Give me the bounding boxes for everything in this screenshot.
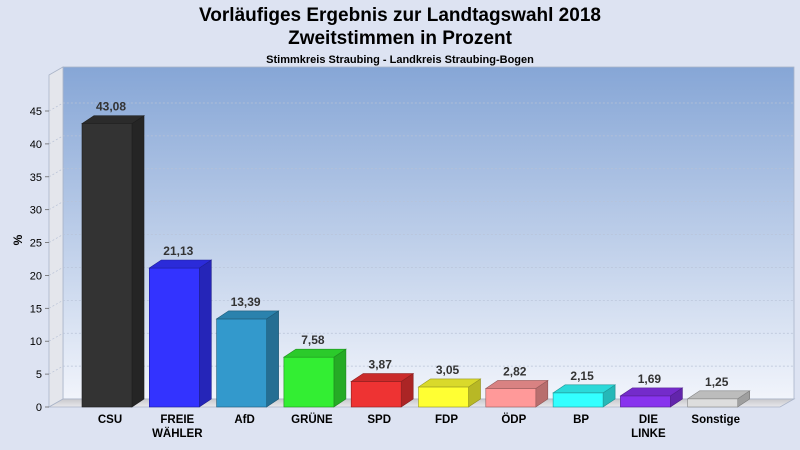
bar-side [131,115,145,408]
bar-front [216,318,267,408]
bar-top [552,384,617,394]
y-tick-label: 45 [30,106,42,118]
grid-line [48,168,794,178]
bar-top [215,310,280,320]
bar-front [620,395,671,408]
category-label: AfD [234,414,254,426]
bar-value-label: 2,15 [570,369,594,383]
y-tick-label: 25 [30,238,42,250]
grid-line [48,234,794,243]
chart-title-line2: Zweitstimmen in Prozent [288,28,512,49]
category-label: FDP [435,414,458,426]
chart-title-line1: Vorläufiges Ergebnis zur Landtagswahl 20… [199,5,601,26]
category-label: GRÜNE [291,413,333,426]
grid-line [48,365,794,375]
bar: 1,25 [686,375,751,408]
bar: 3,05 [417,363,482,408]
y-axis-ticks: 0 5 10 15 20 25 30 35 40 45 [30,106,49,414]
y-tick-label: 0 [36,402,42,414]
grid-line [48,201,794,210]
chart-title: Vorläufiges Ergebnis zur Landtagswahl 20… [0,4,800,50]
bar-top [350,373,415,382]
category-label: DIE [639,414,659,426]
bar: 13,39 [215,295,280,408]
bar-front [283,356,335,408]
bar-front [485,388,537,408]
grid-line [48,102,794,112]
grid-line [48,267,794,276]
bar-value-label: 1,25 [705,375,729,389]
bar: 2,15 [552,369,617,408]
y-tick-label: 30 [30,205,42,217]
bar-value-label: 13,39 [231,295,261,309]
bar-top [484,380,549,389]
bar-front [687,398,739,408]
bar: 1,69 [619,372,684,408]
y-tick-label: 20 [30,270,42,282]
bar-value-label: 21,13 [163,244,193,258]
grid-line [48,332,794,342]
bar-top [619,387,684,397]
y-tick-label: 35 [30,172,42,184]
y-tick-label: 10 [30,336,42,348]
bar: 43,08 [81,100,145,408]
grid-line [48,299,794,309]
bar-value-label: 3,05 [436,363,460,377]
bar-top [417,378,482,388]
category-label: WÄHLER [152,427,203,440]
category-label: BP [573,414,589,426]
bar-value-label: 3,87 [369,358,393,372]
bar: 21,13 [148,244,213,408]
y-axis-label: % [11,234,25,245]
bar-value-label: 1,69 [638,372,662,386]
bar-side [333,348,347,408]
bar-side [266,310,279,408]
y-tick-label: 15 [30,303,42,315]
y-tick-label: 40 [30,139,42,151]
bar-top [148,259,213,269]
y-tick-label: 5 [36,369,42,381]
bar: 7,58 [282,333,347,408]
grid-line [48,135,794,145]
left-wall [48,66,64,408]
bar-top [81,115,145,124]
bar-value-label: 43,08 [96,100,126,114]
bar-front [350,381,402,408]
bars: 43,08 21,13 13,39 7,58 3,87 3,05 2,82 2,15 1,69 1… [81,100,751,408]
bar-front [418,386,469,408]
bar-top [686,390,751,400]
category-label: SPD [367,414,391,426]
bar-value-label: 2,82 [503,364,527,378]
grid-lines [48,102,794,375]
bar: 2,82 [484,364,549,408]
bar: 3,87 [350,358,415,408]
bar-value-label: 7,58 [301,333,325,347]
category-label: FREIE [160,414,194,426]
bar-front [149,267,200,408]
bar-top [282,348,347,358]
category-label: Sonstige [691,414,740,426]
chart-subtitle: Stimmkreis Straubing - Landkreis Straubi… [266,54,534,66]
bar-front [81,123,133,408]
bar-front [552,392,604,408]
category-label: LINKE [631,428,666,440]
category-label: ÖDP [501,413,526,426]
bar-side [199,259,212,408]
category-label: CSU [98,414,122,426]
